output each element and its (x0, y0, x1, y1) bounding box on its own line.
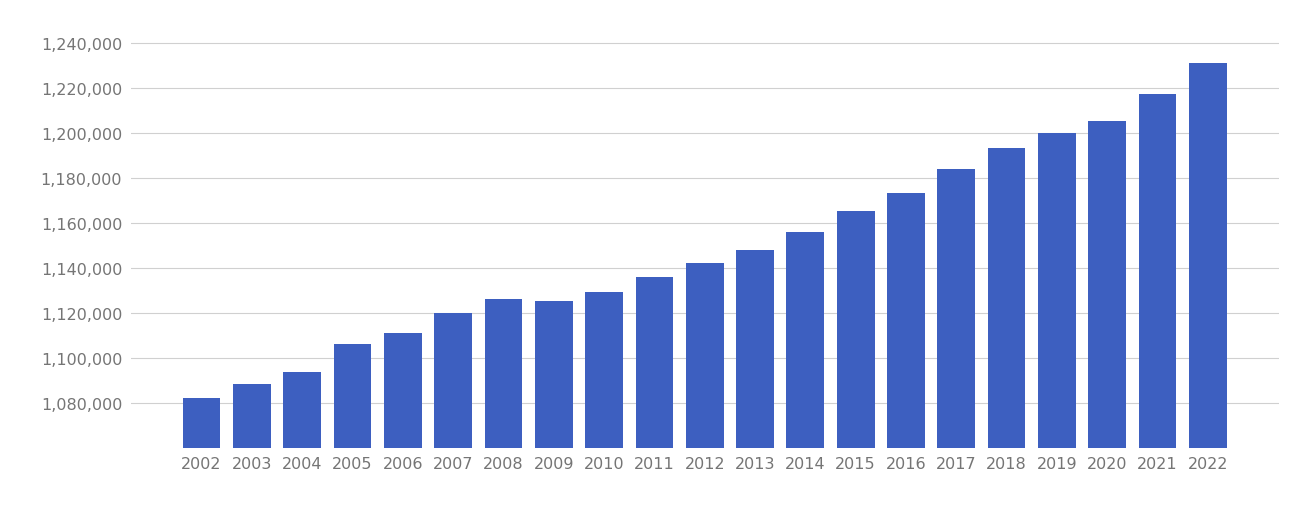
Bar (535, 302, 573, 509)
Bar (234, 384, 270, 509)
Bar (1088, 122, 1126, 509)
Bar (283, 373, 321, 509)
Bar (484, 300, 522, 509)
Bar (1189, 64, 1227, 509)
Bar (435, 313, 472, 509)
Bar (736, 250, 774, 509)
Bar (183, 399, 221, 509)
Bar (1037, 133, 1075, 509)
Bar (1139, 95, 1176, 509)
Bar (937, 169, 975, 509)
Bar (636, 277, 673, 509)
Bar (686, 264, 723, 509)
Bar (384, 333, 422, 509)
Bar (837, 212, 874, 509)
Bar (787, 232, 825, 509)
Bar (988, 149, 1026, 509)
Bar (585, 293, 622, 509)
Bar (334, 345, 372, 509)
Bar (887, 194, 925, 509)
